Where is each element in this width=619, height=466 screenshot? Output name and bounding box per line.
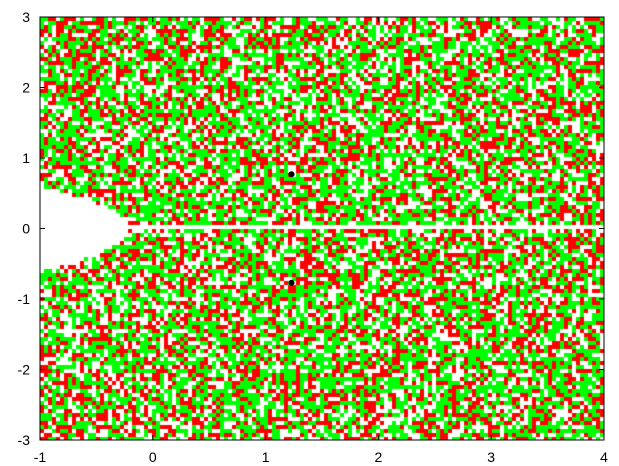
y-tick-label-1: 2 [22,80,30,96]
y-tick-label-3: 0 [22,221,30,237]
y-tick-label-0: 3 [22,9,30,25]
x-tick-label-2: 1 [262,449,270,465]
data-point-1 [288,171,295,178]
y-tick-label-6: -3 [18,432,31,448]
y-tick-label-5: -2 [18,362,31,378]
x-tick-label-0: -1 [34,449,47,465]
plot-area [40,17,604,440]
data-point-2 [288,279,295,286]
x-tick-label-3: 2 [375,449,383,465]
y-tick-label-4: -1 [18,291,31,307]
x-tick-label-4: 3 [487,449,495,465]
axis-ticks: -1 0 1 2 3 4 3 2 1 0 -1 -2 -3 [18,9,609,465]
y-tick-label-2: 1 [22,150,30,166]
heatmap-field [40,17,604,440]
x-tick-label-5: 4 [600,449,608,465]
x-tick-label-1: 0 [149,449,157,465]
